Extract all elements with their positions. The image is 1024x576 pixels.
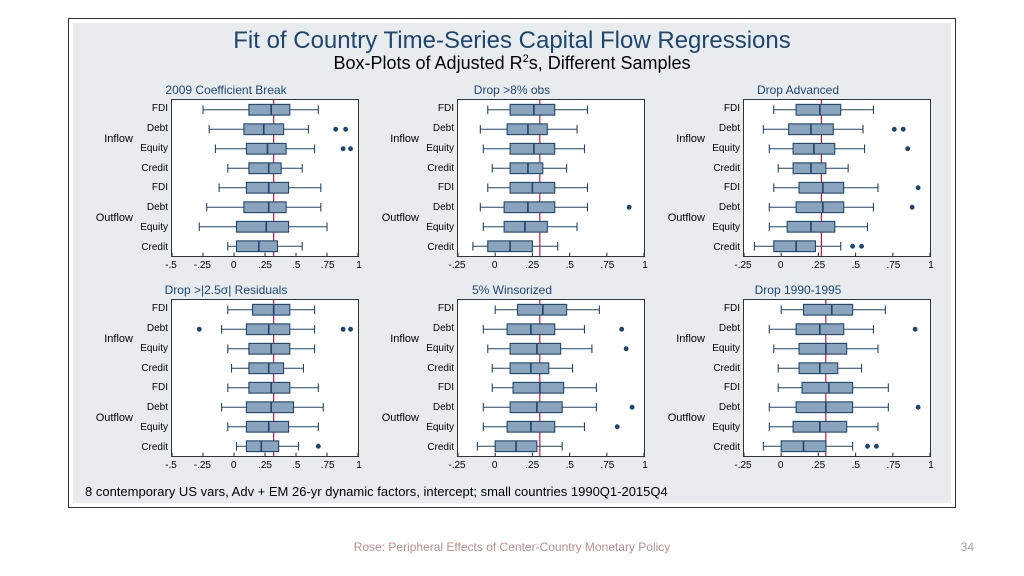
category-label: Credit [707,358,743,378]
subplot: 2009 Coefficient BreakInflowOutflowFDIDe… [93,83,359,275]
footer-caption: Rose: Peripheral Effects of Center-Count… [0,540,1024,554]
chart-footnote: 8 contemporary US vars, Adv + EM 26-yr d… [85,484,668,499]
category-label: FDI [421,178,457,198]
group-label: Outflow [382,412,419,424]
category-label: FDI [135,178,171,198]
boxplot [743,299,931,457]
subplot-title: 5% Winsorized [379,283,645,299]
subplot: Drop >|2.5σ| ResidualsInflowOutflowFDIDe… [93,283,359,475]
boxplot [171,99,359,257]
group-label: Inflow [676,333,705,345]
subplot-title: 2009 Coefficient Break [93,83,359,99]
category-label: Debt [707,119,743,139]
category-label: Equity [421,139,457,159]
x-axis: -.250.25.5.751 [743,459,931,475]
x-axis: -.250.25.5.751 [743,259,931,275]
subplot: Drop AdvancedInflowOutflowFDIDebtEquityC… [665,83,931,275]
subplot-grid: 2009 Coefficient BreakInflowOutflowFDIDe… [93,83,931,475]
category-label: Credit [135,437,171,457]
group-label: Inflow [676,133,705,145]
subplot-title: Drop >|2.5σ| Residuals [93,283,359,299]
category-label: FDI [135,299,171,319]
subplot-title: Drop 1990-1995 [665,283,931,299]
category-label: Credit [135,358,171,378]
category-label: Equity [135,418,171,438]
boxplot [457,99,645,257]
group-label: Inflow [390,133,419,145]
category-label: FDI [135,99,171,119]
chart-panel: Fit of Country Time-Series Capital Flow … [73,23,951,503]
category-label: FDI [707,178,743,198]
category-label: Equity [135,339,171,359]
subplot: Drop >8% obsInflowOutflowFDIDebtEquityCr… [379,83,645,275]
category-label: Equity [421,339,457,359]
boxplot [171,299,359,457]
category-label: FDI [707,299,743,319]
category-label: Debt [135,398,171,418]
category-label: Credit [707,237,743,257]
chart-subtitle: Box-Plots of Adjusted R2s, Different Sam… [73,53,951,74]
category-label: Credit [421,358,457,378]
x-axis: -.5-.250.25.5.751 [171,459,359,475]
category-label: Equity [707,339,743,359]
category-label: Credit [421,158,457,178]
category-label: Equity [421,418,457,438]
group-label: Inflow [104,133,133,145]
subplot: 5% WinsorizedInflowOutflowFDIDebtEquityC… [379,283,645,475]
category-label: FDI [421,99,457,119]
category-label: Debt [135,319,171,339]
group-label: Outflow [668,412,705,424]
category-label: Equity [135,139,171,159]
category-label: FDI [135,378,171,398]
category-label: Credit [421,437,457,457]
page-number: 34 [961,540,974,554]
category-label: FDI [707,99,743,119]
group-label: Outflow [382,212,419,224]
subplot-title: Drop Advanced [665,83,931,99]
slide-frame: Fit of Country Time-Series Capital Flow … [68,18,956,508]
chart-title: Fit of Country Time-Series Capital Flow … [73,23,951,55]
category-label: Equity [707,139,743,159]
boxplot [457,299,645,457]
x-axis: -.250.25.5.751 [457,259,645,275]
category-label: FDI [421,378,457,398]
category-label: FDI [707,378,743,398]
group-label: Outflow [668,212,705,224]
category-label: Equity [135,218,171,238]
category-label: Debt [135,119,171,139]
category-label: Equity [707,218,743,238]
group-label: Outflow [96,212,133,224]
category-label: Credit [135,237,171,257]
x-axis: -.5-.250.25.5.751 [171,259,359,275]
category-label: Debt [421,119,457,139]
group-label: Inflow [390,333,419,345]
x-axis: -.250.25.5.751 [457,459,645,475]
category-label: Credit [707,158,743,178]
category-label: Debt [135,198,171,218]
category-label: FDI [421,299,457,319]
category-label: Debt [421,398,457,418]
category-label: Credit [707,437,743,457]
category-label: Equity [421,218,457,238]
category-label: Debt [421,319,457,339]
category-label: Equity [707,418,743,438]
boxplot [743,99,931,257]
group-label: Inflow [104,333,133,345]
subplot: Drop 1990-1995InflowOutflowFDIDebtEquity… [665,283,931,475]
subplot-title: Drop >8% obs [379,83,645,99]
category-label: Debt [707,198,743,218]
category-label: Credit [421,237,457,257]
category-label: Credit [135,158,171,178]
category-label: Debt [421,198,457,218]
group-label: Outflow [96,412,133,424]
category-label: Debt [707,398,743,418]
category-label: Debt [707,319,743,339]
